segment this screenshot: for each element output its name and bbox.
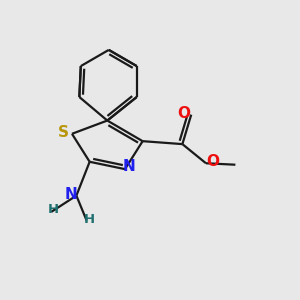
Text: O: O — [178, 106, 191, 121]
Text: H: H — [84, 213, 95, 226]
Text: S: S — [58, 125, 69, 140]
Text: O: O — [206, 154, 219, 169]
Text: H: H — [47, 203, 58, 216]
Text: N: N — [65, 187, 77, 202]
Text: N: N — [122, 159, 135, 174]
